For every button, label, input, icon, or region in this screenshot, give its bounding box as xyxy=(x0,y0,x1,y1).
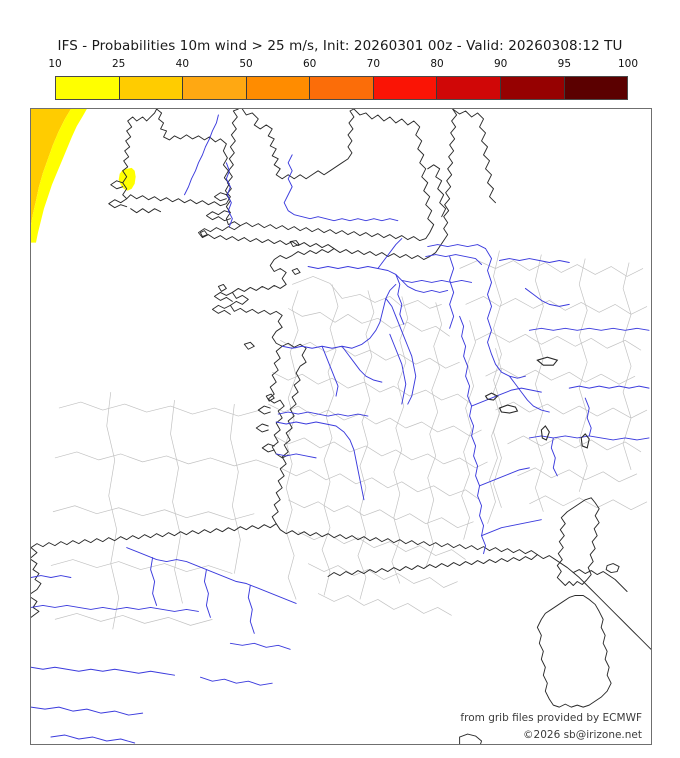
river-rhine xyxy=(485,248,526,379)
coastline-great-britain xyxy=(241,109,355,180)
coastline-ireland xyxy=(122,109,231,207)
river-thames xyxy=(283,154,399,222)
river-jucar xyxy=(229,642,291,650)
river-adige xyxy=(584,397,592,437)
island-ile-ouessant xyxy=(217,283,227,292)
colorbar-segment-40-50 xyxy=(183,77,247,99)
prob-band-10-25 xyxy=(31,109,87,243)
colorbar-tick-labels: 10 25 40 50 60 70 80 90 95 100 xyxy=(48,58,638,74)
lake-constance xyxy=(536,356,559,366)
river-rhone-upper xyxy=(471,387,542,407)
colorbar: 10 25 40 50 60 70 80 90 95 100 xyxy=(48,58,638,100)
river-neckar xyxy=(524,287,570,307)
attribution-source: from grib files provided by ECMWF xyxy=(460,712,642,724)
river-minho xyxy=(31,575,72,578)
map-canvas[interactable] xyxy=(30,108,652,745)
page-title: IFS - Probabilities 10m wind > 25 m/s, I… xyxy=(57,38,623,54)
coastlines xyxy=(31,109,651,650)
colorbar-tick-70: 70 xyxy=(366,58,381,70)
river-loire xyxy=(281,283,397,349)
river-tajo xyxy=(31,666,176,676)
river-guadiana xyxy=(31,706,144,716)
probability-shading xyxy=(31,109,136,243)
river-saone xyxy=(459,315,473,407)
river-severn xyxy=(225,162,233,228)
island-ile-yeu xyxy=(265,393,275,402)
island-jersey xyxy=(291,268,301,275)
river-shannon xyxy=(184,114,219,196)
river-guadalquivir xyxy=(50,734,136,744)
prob-band-25-40 xyxy=(31,109,71,225)
river-dordogne xyxy=(277,411,369,417)
river-loire-upper xyxy=(385,297,417,405)
river-spain-n2 xyxy=(203,569,211,618)
colorbar-segment-95-100 xyxy=(564,77,628,99)
river-spain-n3 xyxy=(247,585,255,634)
river-duero xyxy=(31,604,199,612)
colorbar-segment-90-95 xyxy=(500,77,565,99)
lakes xyxy=(484,356,590,449)
island-sardinia xyxy=(536,594,612,708)
colorbar-tick-90: 90 xyxy=(493,58,508,70)
river-aare xyxy=(508,375,550,413)
river-danube-upper xyxy=(528,327,650,331)
colorbar-segment-70-80 xyxy=(373,77,438,99)
island-isle-of-wight xyxy=(289,240,300,248)
colorbar-tick-25: 25 xyxy=(111,58,126,70)
colorbar-tick-10: 10 xyxy=(48,58,62,70)
river-allier xyxy=(389,333,407,405)
river-adour xyxy=(275,453,317,459)
attribution-copyright: ©2026 sb@irizone.net xyxy=(523,729,642,741)
river-meuse xyxy=(449,256,455,329)
island-elba xyxy=(605,563,620,574)
river-garonne xyxy=(275,421,365,501)
river-inn xyxy=(568,385,650,389)
lake-maggiore xyxy=(540,425,550,441)
river-durance xyxy=(481,519,542,537)
river-maas xyxy=(425,254,483,265)
island-belle-ile xyxy=(243,341,255,350)
map-svg xyxy=(31,109,651,744)
river-seine xyxy=(307,266,449,293)
river-segura xyxy=(199,676,273,686)
lake-garda xyxy=(580,433,590,449)
colorbar-segment-50-60 xyxy=(246,77,311,99)
river-rhone xyxy=(469,405,487,555)
river-po-tributary xyxy=(550,437,558,477)
attribution: from grib files provided by ECMWF ©2026 … xyxy=(242,710,642,744)
river-marne xyxy=(401,279,473,283)
colorbar-tick-80: 80 xyxy=(430,58,444,70)
islands xyxy=(199,230,620,744)
colorbar-tick-95: 95 xyxy=(557,58,572,70)
river-isere xyxy=(479,467,530,487)
colorbar-tick-60: 60 xyxy=(302,58,317,70)
rivers xyxy=(31,114,650,744)
colorbar-tick-40: 40 xyxy=(175,58,190,70)
lake-neuchatel xyxy=(484,392,499,401)
coastline-france xyxy=(333,109,458,260)
colorbar-tick-50: 50 xyxy=(239,58,253,70)
prob-patch-ireland-10-25 xyxy=(118,167,136,191)
river-main xyxy=(499,258,570,263)
river-ebro xyxy=(126,547,297,604)
river-spain-n1 xyxy=(150,557,158,606)
river-cher xyxy=(341,345,383,383)
river-rhine-delta xyxy=(427,244,487,250)
river-yonne xyxy=(395,274,405,325)
river-vienne xyxy=(321,345,339,397)
island-corsica xyxy=(556,497,600,586)
colorbar-tick-100: 100 xyxy=(617,58,639,70)
colorbar-segment-25-40 xyxy=(119,77,184,99)
border-france-spain xyxy=(31,523,277,549)
island-scilly xyxy=(199,230,208,238)
lake-geneva xyxy=(498,404,519,414)
island-menorca xyxy=(459,733,483,744)
colorbar-segment-60-70 xyxy=(310,77,374,99)
river-oise xyxy=(377,238,403,269)
colorbar-segment-80-90 xyxy=(437,77,501,99)
colorbar-segments xyxy=(55,76,628,100)
colorbar-segment-10-25 xyxy=(56,77,120,99)
